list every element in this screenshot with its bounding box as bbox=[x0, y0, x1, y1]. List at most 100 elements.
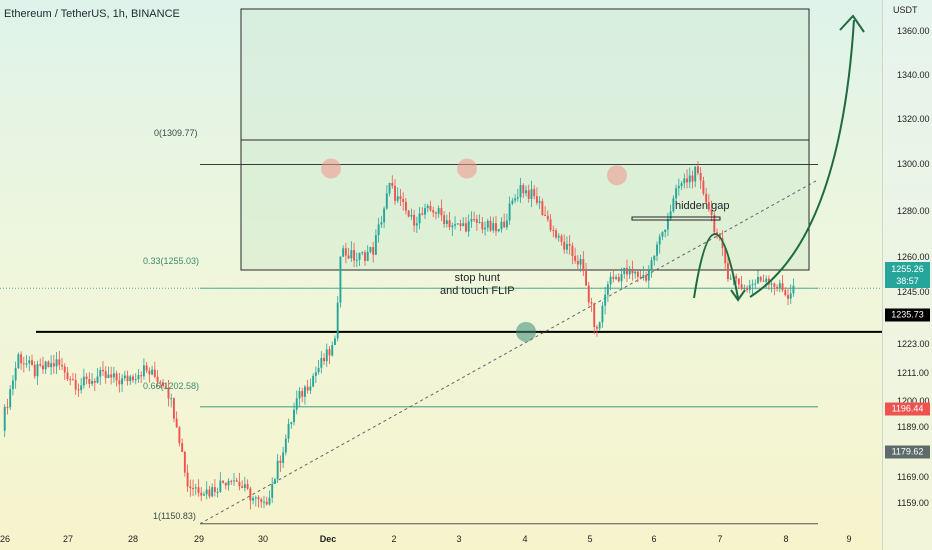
candle-body bbox=[724, 248, 727, 264]
candle-body bbox=[647, 270, 650, 281]
candle-body bbox=[754, 283, 757, 285]
candle-body bbox=[593, 303, 596, 328]
candle-body bbox=[552, 230, 555, 232]
candle bbox=[159, 380, 162, 389]
candle-body bbox=[213, 487, 216, 493]
candle-body bbox=[282, 452, 285, 463]
candle-body bbox=[347, 255, 350, 259]
candle-body bbox=[716, 232, 718, 234]
candle-body bbox=[369, 247, 372, 252]
candle-body bbox=[192, 488, 194, 490]
candle-body bbox=[770, 283, 773, 285]
candle bbox=[183, 450, 186, 477]
candle-body bbox=[58, 359, 61, 365]
candle bbox=[759, 275, 762, 283]
candle bbox=[404, 198, 407, 215]
candle-body bbox=[565, 244, 568, 250]
plot-area[interactable] bbox=[0, 0, 882, 525]
candle bbox=[118, 372, 121, 393]
candle bbox=[263, 495, 265, 509]
candle-body bbox=[271, 483, 274, 498]
candle bbox=[252, 496, 255, 505]
candle-body bbox=[587, 285, 590, 303]
candle bbox=[429, 200, 432, 212]
candle-body bbox=[219, 480, 222, 492]
candle-body bbox=[672, 198, 675, 212]
candle-body bbox=[88, 379, 91, 384]
candle bbox=[6, 398, 9, 415]
candle-body bbox=[467, 221, 470, 232]
time-label: 29 bbox=[193, 534, 205, 544]
candle bbox=[243, 476, 246, 492]
candle-body bbox=[792, 285, 795, 294]
candle bbox=[653, 255, 656, 266]
candle-body bbox=[9, 389, 12, 408]
candle-body bbox=[456, 223, 459, 225]
candle bbox=[314, 366, 317, 384]
candle bbox=[696, 161, 699, 176]
candle bbox=[530, 180, 533, 208]
candle-body bbox=[290, 422, 293, 424]
price-tick: 1200.00 bbox=[897, 396, 930, 406]
candle bbox=[511, 197, 514, 206]
candle bbox=[175, 411, 178, 428]
candle-body bbox=[762, 280, 765, 282]
candle bbox=[203, 491, 205, 496]
candle bbox=[699, 167, 702, 190]
last-price-tag: 1255.26 38:57 bbox=[885, 262, 930, 288]
candle bbox=[576, 255, 579, 270]
candle-body bbox=[11, 380, 14, 390]
candle-body bbox=[172, 398, 175, 419]
candle bbox=[434, 211, 437, 220]
candle bbox=[631, 260, 634, 281]
candle bbox=[96, 367, 99, 384]
candle-body bbox=[336, 302, 339, 339]
time-label: 4 bbox=[522, 534, 528, 544]
candle-body bbox=[503, 221, 506, 228]
candle-body bbox=[735, 276, 738, 279]
candle bbox=[380, 215, 383, 228]
time-label: 3 bbox=[456, 534, 462, 544]
candle bbox=[344, 242, 347, 264]
candle-body bbox=[306, 386, 309, 391]
candle-body bbox=[505, 220, 508, 228]
candle bbox=[683, 173, 686, 189]
candle-body bbox=[576, 260, 579, 265]
candle bbox=[508, 196, 511, 225]
candle-body bbox=[257, 497, 260, 500]
candle bbox=[776, 284, 779, 292]
time-axis[interactable]: 26 27 28 29 30 Dec 2 3 4 5 6 7 8 9 bbox=[0, 528, 882, 550]
candle bbox=[440, 199, 443, 221]
candle bbox=[3, 404, 6, 438]
candle bbox=[312, 373, 315, 388]
price-axis[interactable]: USDT 1360.00 1340.00 1320.00 1300.00 1280.00… bbox=[882, 0, 932, 550]
candle bbox=[295, 390, 298, 415]
candle bbox=[227, 478, 230, 491]
candle bbox=[481, 216, 484, 234]
time-label: Dec bbox=[319, 534, 337, 544]
candle bbox=[213, 479, 216, 497]
candle-body bbox=[355, 259, 358, 261]
candle-body bbox=[568, 244, 571, 246]
candle-body bbox=[263, 501, 265, 503]
candle bbox=[557, 233, 560, 242]
time-label: 7 bbox=[717, 534, 723, 544]
countdown-value: 38:57 bbox=[896, 276, 919, 286]
trend-line bbox=[199, 179, 819, 525]
candle-body bbox=[563, 241, 566, 250]
candle bbox=[145, 362, 148, 374]
candle-body bbox=[432, 210, 435, 213]
candle-body bbox=[33, 364, 36, 377]
candle-body bbox=[500, 221, 503, 230]
candle bbox=[590, 297, 593, 312]
candle bbox=[615, 274, 618, 281]
candle bbox=[364, 249, 366, 266]
candle bbox=[432, 206, 435, 218]
candle-body bbox=[284, 438, 287, 453]
candle bbox=[574, 247, 577, 264]
candle-body bbox=[241, 486, 244, 488]
candle-body bbox=[538, 201, 541, 203]
candle-body bbox=[544, 214, 547, 216]
candle-body bbox=[36, 364, 39, 377]
candle-body bbox=[39, 364, 42, 366]
